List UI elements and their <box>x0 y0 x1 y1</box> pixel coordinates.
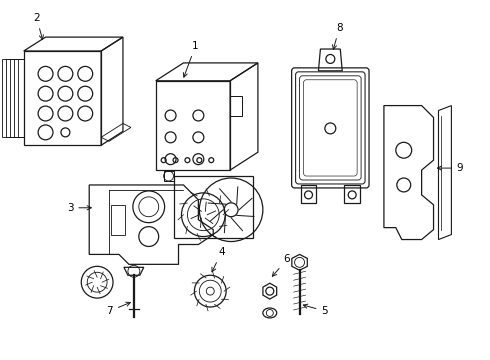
Text: 7: 7 <box>106 302 130 316</box>
Text: 5: 5 <box>303 304 328 316</box>
Text: 8: 8 <box>333 23 343 49</box>
Bar <box>111 205 125 235</box>
Text: 3: 3 <box>67 203 91 213</box>
Text: 9: 9 <box>438 163 463 173</box>
Text: 4: 4 <box>212 247 225 272</box>
Text: 2: 2 <box>33 13 44 39</box>
Text: 1: 1 <box>183 41 199 77</box>
Text: 6: 6 <box>272 255 290 276</box>
